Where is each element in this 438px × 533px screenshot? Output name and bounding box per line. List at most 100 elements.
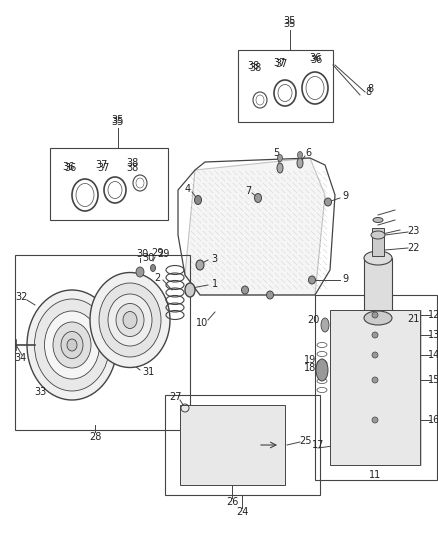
Ellipse shape xyxy=(316,359,328,381)
Ellipse shape xyxy=(67,339,77,351)
Text: 37: 37 xyxy=(276,59,288,69)
Ellipse shape xyxy=(297,158,303,168)
Ellipse shape xyxy=(241,286,248,294)
Ellipse shape xyxy=(194,196,201,205)
Text: 15: 15 xyxy=(428,375,438,385)
Text: 33: 33 xyxy=(34,387,46,397)
Ellipse shape xyxy=(61,332,83,359)
Text: 5: 5 xyxy=(273,148,279,158)
Polygon shape xyxy=(185,158,325,295)
Text: 35: 35 xyxy=(112,117,124,127)
Ellipse shape xyxy=(99,283,161,357)
Text: 38: 38 xyxy=(249,63,261,73)
Text: 37: 37 xyxy=(97,163,109,173)
Text: 23: 23 xyxy=(407,226,419,236)
Ellipse shape xyxy=(372,352,378,358)
Text: 12: 12 xyxy=(428,310,438,320)
Bar xyxy=(315,295,437,480)
Ellipse shape xyxy=(116,303,144,336)
Text: 30: 30 xyxy=(136,249,148,259)
Text: 11: 11 xyxy=(369,470,381,480)
Text: 9: 9 xyxy=(342,274,348,284)
Text: 28: 28 xyxy=(89,432,101,442)
Bar xyxy=(238,50,333,122)
Text: 32: 32 xyxy=(16,292,28,302)
Text: 20: 20 xyxy=(307,315,319,325)
Text: 36: 36 xyxy=(309,53,321,63)
Text: 24: 24 xyxy=(236,507,248,517)
Ellipse shape xyxy=(108,294,152,346)
Text: 1: 1 xyxy=(212,279,218,289)
Text: 36: 36 xyxy=(62,162,74,172)
Text: 13: 13 xyxy=(428,330,438,340)
Ellipse shape xyxy=(151,264,155,271)
Text: 38: 38 xyxy=(126,163,138,173)
Bar xyxy=(165,395,320,495)
Bar xyxy=(372,228,384,256)
Text: 30: 30 xyxy=(142,253,154,263)
Ellipse shape xyxy=(308,276,315,284)
Text: 10: 10 xyxy=(196,318,208,328)
Ellipse shape xyxy=(278,155,283,161)
Text: 14: 14 xyxy=(428,350,438,360)
Text: 8: 8 xyxy=(367,84,373,94)
Bar xyxy=(330,310,420,465)
Text: 38: 38 xyxy=(126,158,138,168)
Text: 19: 19 xyxy=(304,355,316,365)
Ellipse shape xyxy=(136,267,144,277)
Text: 18: 18 xyxy=(304,363,316,373)
Text: 7: 7 xyxy=(245,186,251,196)
Text: 29: 29 xyxy=(151,248,163,258)
Text: 37: 37 xyxy=(96,160,108,170)
Text: 29: 29 xyxy=(157,249,169,259)
Ellipse shape xyxy=(35,299,110,391)
Ellipse shape xyxy=(90,272,170,367)
Text: 6: 6 xyxy=(305,148,311,158)
Ellipse shape xyxy=(373,217,383,222)
Text: 37: 37 xyxy=(274,58,286,68)
Bar xyxy=(180,405,285,485)
Ellipse shape xyxy=(372,312,378,318)
Ellipse shape xyxy=(254,193,261,203)
Bar xyxy=(50,148,168,220)
Text: 38: 38 xyxy=(247,61,259,71)
Ellipse shape xyxy=(372,377,378,383)
Text: 2: 2 xyxy=(154,273,160,283)
Ellipse shape xyxy=(371,231,385,239)
Text: 8: 8 xyxy=(365,87,371,97)
Text: 34: 34 xyxy=(14,353,26,363)
Text: 21: 21 xyxy=(407,314,419,324)
Text: 36: 36 xyxy=(64,163,76,173)
Ellipse shape xyxy=(321,318,329,332)
Text: 16: 16 xyxy=(428,415,438,425)
Text: 3: 3 xyxy=(211,254,217,264)
Bar xyxy=(364,258,392,318)
Text: 25: 25 xyxy=(299,436,311,446)
Text: 26: 26 xyxy=(226,497,238,507)
Text: 22: 22 xyxy=(407,243,419,253)
Ellipse shape xyxy=(196,260,204,270)
Ellipse shape xyxy=(372,332,378,338)
Ellipse shape xyxy=(364,251,392,265)
Ellipse shape xyxy=(325,198,332,206)
Text: 17: 17 xyxy=(312,440,324,450)
Text: 35: 35 xyxy=(284,19,296,29)
Ellipse shape xyxy=(297,151,303,158)
Ellipse shape xyxy=(266,291,273,299)
Text: 9: 9 xyxy=(342,191,348,201)
Bar xyxy=(15,255,190,430)
Ellipse shape xyxy=(45,311,99,379)
Text: 35: 35 xyxy=(284,16,296,26)
Ellipse shape xyxy=(123,311,137,328)
Ellipse shape xyxy=(53,322,91,368)
Text: 27: 27 xyxy=(170,392,182,402)
Ellipse shape xyxy=(185,283,195,297)
Ellipse shape xyxy=(372,417,378,423)
Ellipse shape xyxy=(277,163,283,173)
Text: 36: 36 xyxy=(310,55,322,65)
Text: 31: 31 xyxy=(142,367,154,377)
Text: 4: 4 xyxy=(185,184,191,194)
Ellipse shape xyxy=(364,311,392,325)
Text: 35: 35 xyxy=(112,115,124,125)
Ellipse shape xyxy=(27,290,117,400)
